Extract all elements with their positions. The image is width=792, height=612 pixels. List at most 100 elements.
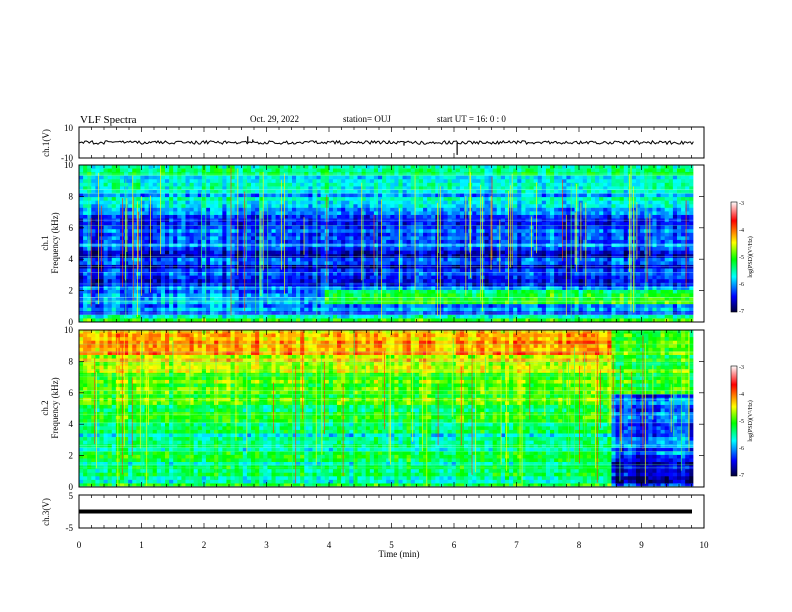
spectrogram-cell	[263, 289, 268, 294]
spectrogram-cell	[496, 318, 502, 323]
spectrogram-cell	[230, 311, 236, 316]
spectrogram-cell	[173, 211, 178, 216]
spectrogram-cell	[87, 204, 92, 209]
spectrogram-cell	[496, 182, 502, 187]
spectrogram-cell	[455, 214, 461, 219]
spectrogram-cell	[103, 193, 109, 198]
spectrogram-cell	[205, 282, 211, 287]
spectrogram-cell	[173, 300, 178, 305]
spectrogram-cell	[263, 272, 268, 277]
spectrogram-cell	[464, 218, 469, 223]
spectrogram-cell	[328, 311, 334, 316]
spectrogram-cell	[345, 204, 350, 209]
spectrogram-cell	[251, 179, 256, 184]
spectrogram-cell	[447, 275, 453, 280]
spectrogram-cell	[111, 168, 117, 173]
spectrogram-cell	[443, 247, 449, 252]
spectrogram-cell	[255, 254, 260, 259]
spectrogram-cell	[275, 182, 281, 187]
spectrogram-cell	[312, 307, 317, 312]
spectrogram-cell	[275, 314, 281, 319]
spectrogram-cell	[435, 318, 440, 323]
spectrogram-cell	[500, 197, 506, 202]
spectrogram-cell	[91, 289, 96, 294]
spectrogram-cell	[169, 275, 174, 280]
spectrogram-cell	[124, 304, 129, 309]
spectrogram-cell	[246, 300, 252, 305]
spectrogram-cell	[435, 189, 440, 194]
spectrogram-cell	[353, 311, 358, 316]
spectrogram-cell	[165, 264, 170, 269]
spectrogram-cell	[283, 293, 289, 298]
spectrogram-cell	[291, 247, 297, 252]
spectrogram-cell	[427, 222, 432, 227]
spectrogram-cell	[115, 293, 121, 298]
spectrogram-cell	[500, 168, 506, 173]
spectrogram-cell	[152, 261, 158, 266]
spectrogram-cell	[173, 293, 178, 298]
spectrogram-cell	[496, 279, 502, 284]
spectrogram-cell	[525, 289, 530, 294]
spectrogram-cell	[332, 236, 338, 241]
spectrogram-cell	[87, 264, 92, 269]
spectrogram-cell	[455, 318, 461, 323]
spectrogram-cell	[238, 264, 244, 269]
spectrogram-cell	[447, 279, 453, 284]
spectrogram-cell	[177, 293, 182, 298]
spectrogram-cell	[472, 200, 477, 205]
spectrogram-cell	[308, 289, 313, 294]
spectrogram-cell	[472, 229, 477, 234]
spectrogram-cell	[132, 179, 137, 184]
spectrogram-cell	[124, 193, 129, 198]
spectrogram-cell	[177, 257, 182, 262]
spectrogram-cell	[189, 257, 195, 262]
spectrogram-cell	[279, 279, 285, 284]
spectrogram-cell	[386, 232, 391, 237]
spectrogram-cell	[455, 293, 461, 298]
spectrogram-cell	[193, 304, 199, 309]
spectrogram-cell	[382, 222, 387, 227]
spectrogram-cell	[246, 293, 252, 298]
spectrogram-cell	[259, 311, 264, 316]
spectrogram-cell	[451, 197, 457, 202]
spectrogram-cell	[455, 175, 461, 180]
spectrogram-cell	[459, 282, 465, 287]
spectrogram-cell	[91, 250, 96, 255]
spectrogram-cell	[492, 286, 498, 291]
spectrogram-cell	[287, 254, 293, 259]
spectrogram-cell	[234, 207, 240, 212]
spectrogram-cell	[504, 207, 510, 212]
spectrogram-cell	[406, 282, 412, 287]
spectrogram-cell	[308, 197, 313, 202]
spectrogram-cell	[132, 193, 137, 198]
spectrogram-cell	[488, 307, 494, 312]
spectrogram-cell	[492, 218, 498, 223]
spectrogram-cell	[509, 189, 514, 194]
spectrogram-cell	[99, 257, 104, 262]
spectrogram-cell	[468, 282, 473, 287]
spectrogram-cell	[423, 289, 428, 294]
spectrogram-cell	[513, 268, 518, 273]
spectrogram-cell	[287, 182, 293, 187]
spectrogram-cell	[337, 182, 342, 187]
spectrogram-cell	[308, 214, 313, 219]
spectrogram-cell	[423, 222, 428, 227]
spectrogram-cell	[136, 304, 141, 309]
spectrogram-cell	[119, 197, 125, 202]
spectrogram-cell	[357, 218, 363, 223]
spectrogram-cell	[111, 211, 117, 216]
spectrogram-cell	[287, 239, 293, 244]
spectrogram-cell	[279, 165, 285, 169]
spectrogram-cell	[87, 239, 92, 244]
spectrogram-cell	[443, 311, 449, 316]
spectrogram-cell	[234, 279, 240, 284]
spectrogram-cell	[316, 272, 322, 277]
spectrogram-cell	[230, 279, 236, 284]
spectrogram-cell	[99, 211, 104, 216]
spectrogram-cell	[181, 261, 186, 266]
spectrogram-cell	[87, 272, 92, 277]
spectrogram-cell	[418, 232, 424, 237]
spectrogram-cell	[255, 200, 260, 205]
spectrogram-cell	[205, 279, 211, 284]
spectrogram-cell	[234, 264, 240, 269]
